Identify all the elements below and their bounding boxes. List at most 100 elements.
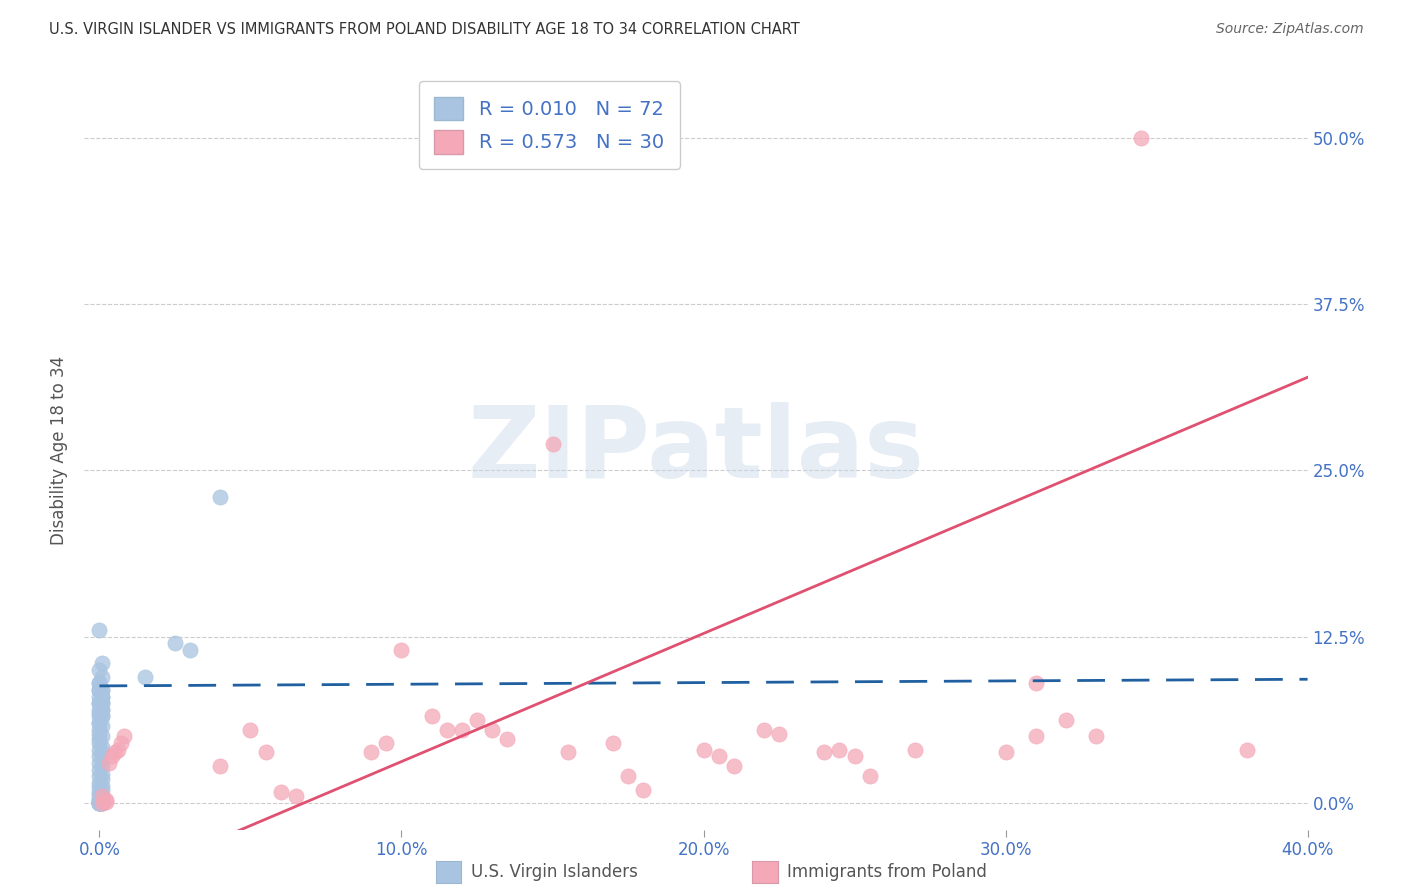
Point	[89, 796, 111, 810]
Point	[631, 782, 654, 797]
Point	[239, 723, 262, 737]
Point	[89, 796, 111, 810]
Point	[91, 753, 114, 767]
Point	[91, 772, 114, 786]
Point	[284, 789, 307, 804]
Point	[707, 749, 730, 764]
Point	[375, 736, 398, 750]
Point	[91, 696, 114, 710]
Point	[112, 730, 135, 744]
Point	[91, 709, 114, 723]
Point	[89, 769, 111, 783]
Point	[89, 663, 111, 677]
Point	[91, 792, 114, 806]
Point	[254, 746, 277, 760]
Point	[91, 696, 114, 710]
Point	[89, 623, 111, 637]
Point	[813, 746, 835, 760]
Point	[1025, 730, 1047, 744]
Point	[420, 709, 443, 723]
Point	[89, 696, 111, 710]
Point	[1130, 131, 1153, 145]
Point	[89, 682, 111, 697]
Point	[91, 796, 114, 810]
Point	[89, 703, 111, 717]
Point	[1054, 714, 1077, 728]
Point	[91, 709, 114, 723]
Point	[89, 796, 111, 810]
Point	[91, 789, 114, 804]
Point	[91, 670, 114, 684]
Point	[541, 437, 564, 451]
Point	[89, 690, 111, 704]
Point	[89, 795, 111, 809]
Y-axis label: Disability Age 18 to 34: Disability Age 18 to 34	[51, 356, 69, 545]
Point	[481, 723, 503, 737]
Point	[91, 682, 114, 697]
Point	[89, 723, 111, 737]
Point	[94, 795, 117, 809]
Point	[270, 785, 292, 799]
Point	[91, 795, 114, 809]
Point	[91, 796, 114, 810]
Point	[391, 643, 413, 657]
Point	[557, 746, 579, 760]
Text: Immigrants from Poland: Immigrants from Poland	[787, 863, 987, 881]
Point	[89, 727, 111, 741]
Point	[692, 743, 714, 757]
Point	[496, 732, 519, 747]
Point	[89, 796, 111, 810]
Point	[110, 736, 132, 750]
Point	[103, 746, 125, 760]
Point	[91, 730, 114, 744]
Point	[752, 723, 775, 737]
Point	[91, 740, 114, 755]
Point	[91, 682, 114, 697]
Point	[89, 682, 111, 697]
Point	[91, 795, 114, 809]
Legend: R = 0.010   N = 72, R = 0.573   N = 30: R = 0.010 N = 72, R = 0.573 N = 30	[419, 81, 679, 169]
Point	[91, 703, 114, 717]
Point	[91, 782, 114, 797]
Point	[89, 793, 111, 807]
Point	[768, 727, 790, 741]
Point	[107, 743, 129, 757]
Point	[89, 780, 111, 794]
Point	[1025, 676, 1047, 690]
Point	[994, 746, 1017, 760]
Text: U.S. VIRGIN ISLANDER VS IMMIGRANTS FROM POLAND DISABILITY AGE 18 TO 34 CORRELATI: U.S. VIRGIN ISLANDER VS IMMIGRANTS FROM …	[49, 22, 800, 37]
Point	[602, 736, 624, 750]
Point	[163, 636, 186, 650]
Point	[91, 690, 114, 704]
Point	[89, 795, 111, 809]
Point	[828, 743, 851, 757]
Point	[436, 723, 458, 737]
Point	[179, 643, 201, 657]
Point	[91, 789, 114, 804]
Text: ZIPatlas: ZIPatlas	[468, 402, 924, 499]
Point	[91, 758, 114, 772]
Point	[89, 716, 111, 731]
Point	[91, 793, 114, 807]
Point	[89, 676, 111, 690]
Point	[89, 676, 111, 690]
Point	[91, 796, 114, 810]
Point	[91, 796, 114, 810]
Point	[97, 756, 120, 770]
Point	[91, 766, 114, 780]
Point	[1236, 743, 1258, 757]
Point	[91, 703, 114, 717]
Point	[89, 792, 111, 806]
Point	[859, 769, 882, 783]
Point	[91, 719, 114, 733]
Point	[1085, 730, 1108, 744]
Point	[360, 746, 382, 760]
Point	[134, 670, 156, 684]
Point	[904, 743, 927, 757]
Point	[844, 749, 866, 764]
Point	[91, 779, 114, 793]
Point	[91, 746, 114, 760]
Point	[89, 763, 111, 777]
Point	[89, 785, 111, 799]
Point	[89, 796, 111, 810]
